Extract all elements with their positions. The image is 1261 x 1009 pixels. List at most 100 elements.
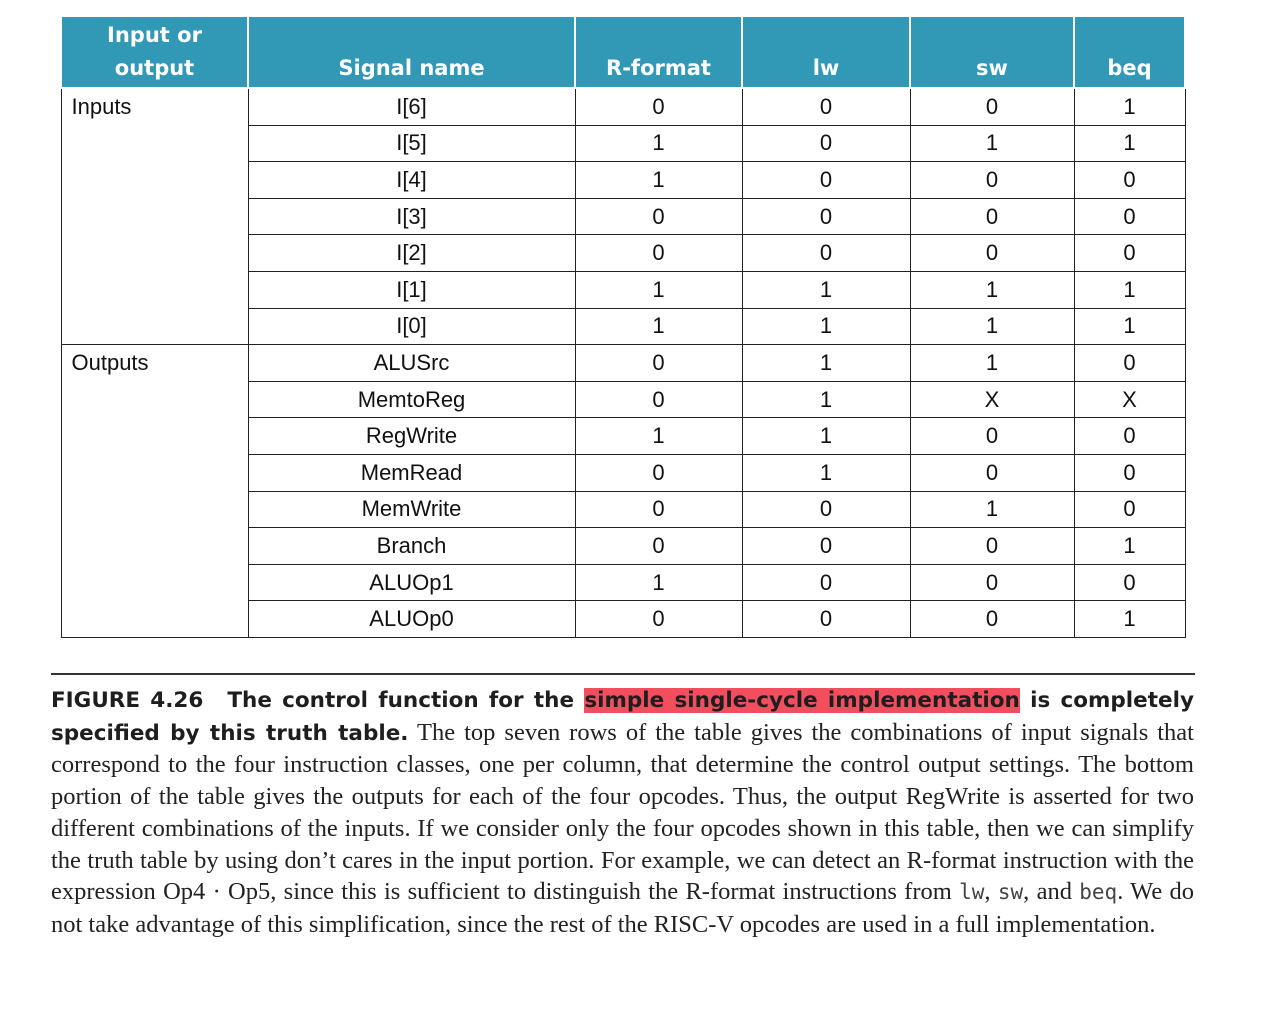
table-row: Outputs ALUSrc 0 1 1 0 bbox=[60, 344, 1186, 638]
value-cell: 0 bbox=[741, 87, 911, 126]
value-cell: 0 bbox=[741, 161, 911, 199]
value-cell: 0 bbox=[741, 527, 911, 565]
value-cell: 1 bbox=[574, 307, 743, 346]
signal-name-cell: MemtoReg bbox=[247, 380, 576, 419]
value-cell: 1 bbox=[909, 307, 1075, 346]
value-cell: 1 bbox=[909, 124, 1075, 163]
value-cell: 1 bbox=[1073, 124, 1186, 163]
value-cell: 0 bbox=[909, 563, 1075, 602]
value-cell: 1 bbox=[574, 563, 743, 602]
caption-divider bbox=[51, 673, 1195, 675]
value-cell: 0 bbox=[741, 197, 911, 236]
header-input-or-output: Input or output bbox=[60, 15, 249, 89]
value-cell: 0 bbox=[741, 490, 911, 529]
signal-name-cell: I[3] bbox=[247, 197, 576, 236]
value-cell: 0 bbox=[741, 234, 911, 272]
header-r-format: R-format bbox=[574, 15, 743, 89]
value-cell: 1 bbox=[574, 417, 743, 455]
caption-separator: , and bbox=[1023, 878, 1080, 906]
value-cell: 0 bbox=[909, 600, 1075, 638]
value-cell: 1 bbox=[1073, 270, 1186, 309]
value-cell: 1 bbox=[741, 344, 911, 382]
table-row: Branch 0 0 0 1 bbox=[61, 527, 1186, 565]
value-cell: 1 bbox=[1073, 87, 1186, 126]
caption-body-text: The top seven rows of the table gives th… bbox=[51, 718, 1194, 906]
signal-name-cell: MemRead bbox=[247, 453, 576, 492]
signal-name-cell: I[6] bbox=[247, 87, 576, 126]
signal-name-cell: RegWrite bbox=[247, 417, 576, 455]
value-cell: 0 bbox=[574, 344, 743, 382]
value-cell: 0 bbox=[574, 527, 743, 565]
value-cell: 1 bbox=[1073, 527, 1186, 565]
signal-name-cell: ALUOp0 bbox=[247, 600, 576, 638]
table-row: MemtoReg 0 1 X X bbox=[61, 380, 1186, 419]
caption-separator: , bbox=[984, 878, 998, 906]
value-cell: 0 bbox=[909, 161, 1075, 199]
value-cell: 1 bbox=[909, 270, 1075, 309]
signal-name-cell: MemWrite bbox=[247, 490, 576, 529]
figure-number: FIGURE 4.26 bbox=[51, 688, 204, 713]
figure-caption: FIGURE 4.26 The control function for the … bbox=[51, 684, 1194, 941]
signal-name-cell: Branch bbox=[247, 527, 576, 565]
value-cell: 0 bbox=[909, 87, 1075, 126]
table-row: I[3] 0 0 0 0 bbox=[61, 197, 1186, 236]
value-cell: 0 bbox=[741, 600, 911, 638]
figure-title-end: is completely specified by this truth ta… bbox=[51, 688, 1194, 746]
value-cell: 0 bbox=[574, 197, 743, 236]
signal-name-cell: I[1] bbox=[247, 270, 576, 309]
value-cell: 0 bbox=[574, 380, 743, 419]
header-signal-name: Signal name bbox=[247, 15, 576, 89]
value-cell: X bbox=[909, 380, 1075, 419]
value-cell: 0 bbox=[909, 453, 1075, 492]
value-cell: 0 bbox=[1073, 490, 1186, 529]
table-row: I[5] 1 0 1 1 bbox=[61, 124, 1186, 163]
value-cell: 0 bbox=[1073, 344, 1186, 382]
value-cell: 1 bbox=[1073, 307, 1186, 346]
value-cell: 0 bbox=[909, 197, 1075, 236]
group-label: Inputs bbox=[60, 87, 249, 346]
value-cell: 1 bbox=[574, 161, 743, 199]
value-cell: 0 bbox=[1073, 417, 1186, 455]
table-row: ALUOp0 0 0 0 1 bbox=[61, 600, 1186, 638]
value-cell: 1 bbox=[574, 270, 743, 309]
caption-body-text-end: . We do not take advantage of this simpl… bbox=[51, 878, 1195, 938]
value-cell: 1 bbox=[741, 453, 911, 492]
value-cell: 0 bbox=[909, 527, 1075, 565]
table-row: ALUOp1 1 0 0 0 bbox=[61, 563, 1186, 602]
signal-name-cell: I[2] bbox=[247, 234, 576, 272]
figure-title-start: The control function for the bbox=[227, 688, 585, 713]
value-cell: 1 bbox=[741, 380, 911, 419]
value-cell: 0 bbox=[909, 417, 1075, 455]
value-cell: 0 bbox=[909, 234, 1075, 272]
code-lw: lw bbox=[959, 880, 985, 905]
value-cell: 1 bbox=[741, 270, 911, 309]
highlighted-phrase: simple single-cycle implementation bbox=[584, 688, 1020, 713]
value-cell: 0 bbox=[741, 124, 911, 163]
value-cell: 1 bbox=[1073, 600, 1186, 638]
table-header-row: Input or output Signal name R-format lw … bbox=[60, 15, 1186, 89]
table-row: MemWrite 0 0 1 0 bbox=[61, 490, 1186, 529]
signal-name-cell: ALUOp1 bbox=[247, 563, 576, 602]
table-row: Inputs I[6] 0 0 0 1 bbox=[60, 87, 1186, 346]
value-cell: 0 bbox=[574, 234, 743, 272]
table-row: RegWrite 1 1 0 0 bbox=[61, 417, 1186, 455]
value-cell: 0 bbox=[741, 563, 911, 602]
value-cell: 1 bbox=[574, 124, 743, 163]
table-row: MemRead 0 1 0 0 bbox=[61, 453, 1186, 492]
value-cell: 0 bbox=[1073, 197, 1186, 236]
value-cell: X bbox=[1073, 380, 1186, 419]
header-sw: sw bbox=[909, 15, 1075, 89]
signal-name-cell: ALUSrc bbox=[247, 344, 576, 382]
code-beq: beq bbox=[1079, 880, 1118, 905]
signal-name-cell: I[0] bbox=[247, 307, 576, 346]
value-cell: 0 bbox=[1073, 563, 1186, 602]
value-cell: 0 bbox=[1073, 234, 1186, 272]
signal-name-cell: I[5] bbox=[247, 124, 576, 163]
value-cell: 1 bbox=[909, 344, 1075, 382]
code-sw: sw bbox=[997, 880, 1024, 905]
table-row: I[1] 1 1 1 1 bbox=[61, 270, 1186, 309]
value-cell: 0 bbox=[574, 600, 743, 638]
table-body: Inputs I[6] 0 0 0 1 I[5] 1 0 1 1 I[4] 1 0 0 0 I[3] 0 0 0 0 I[… bbox=[60, 87, 1186, 638]
value-cell: 0 bbox=[1073, 161, 1186, 199]
control-truth-table: Input or output Signal name R-format lw … bbox=[60, 15, 1186, 638]
